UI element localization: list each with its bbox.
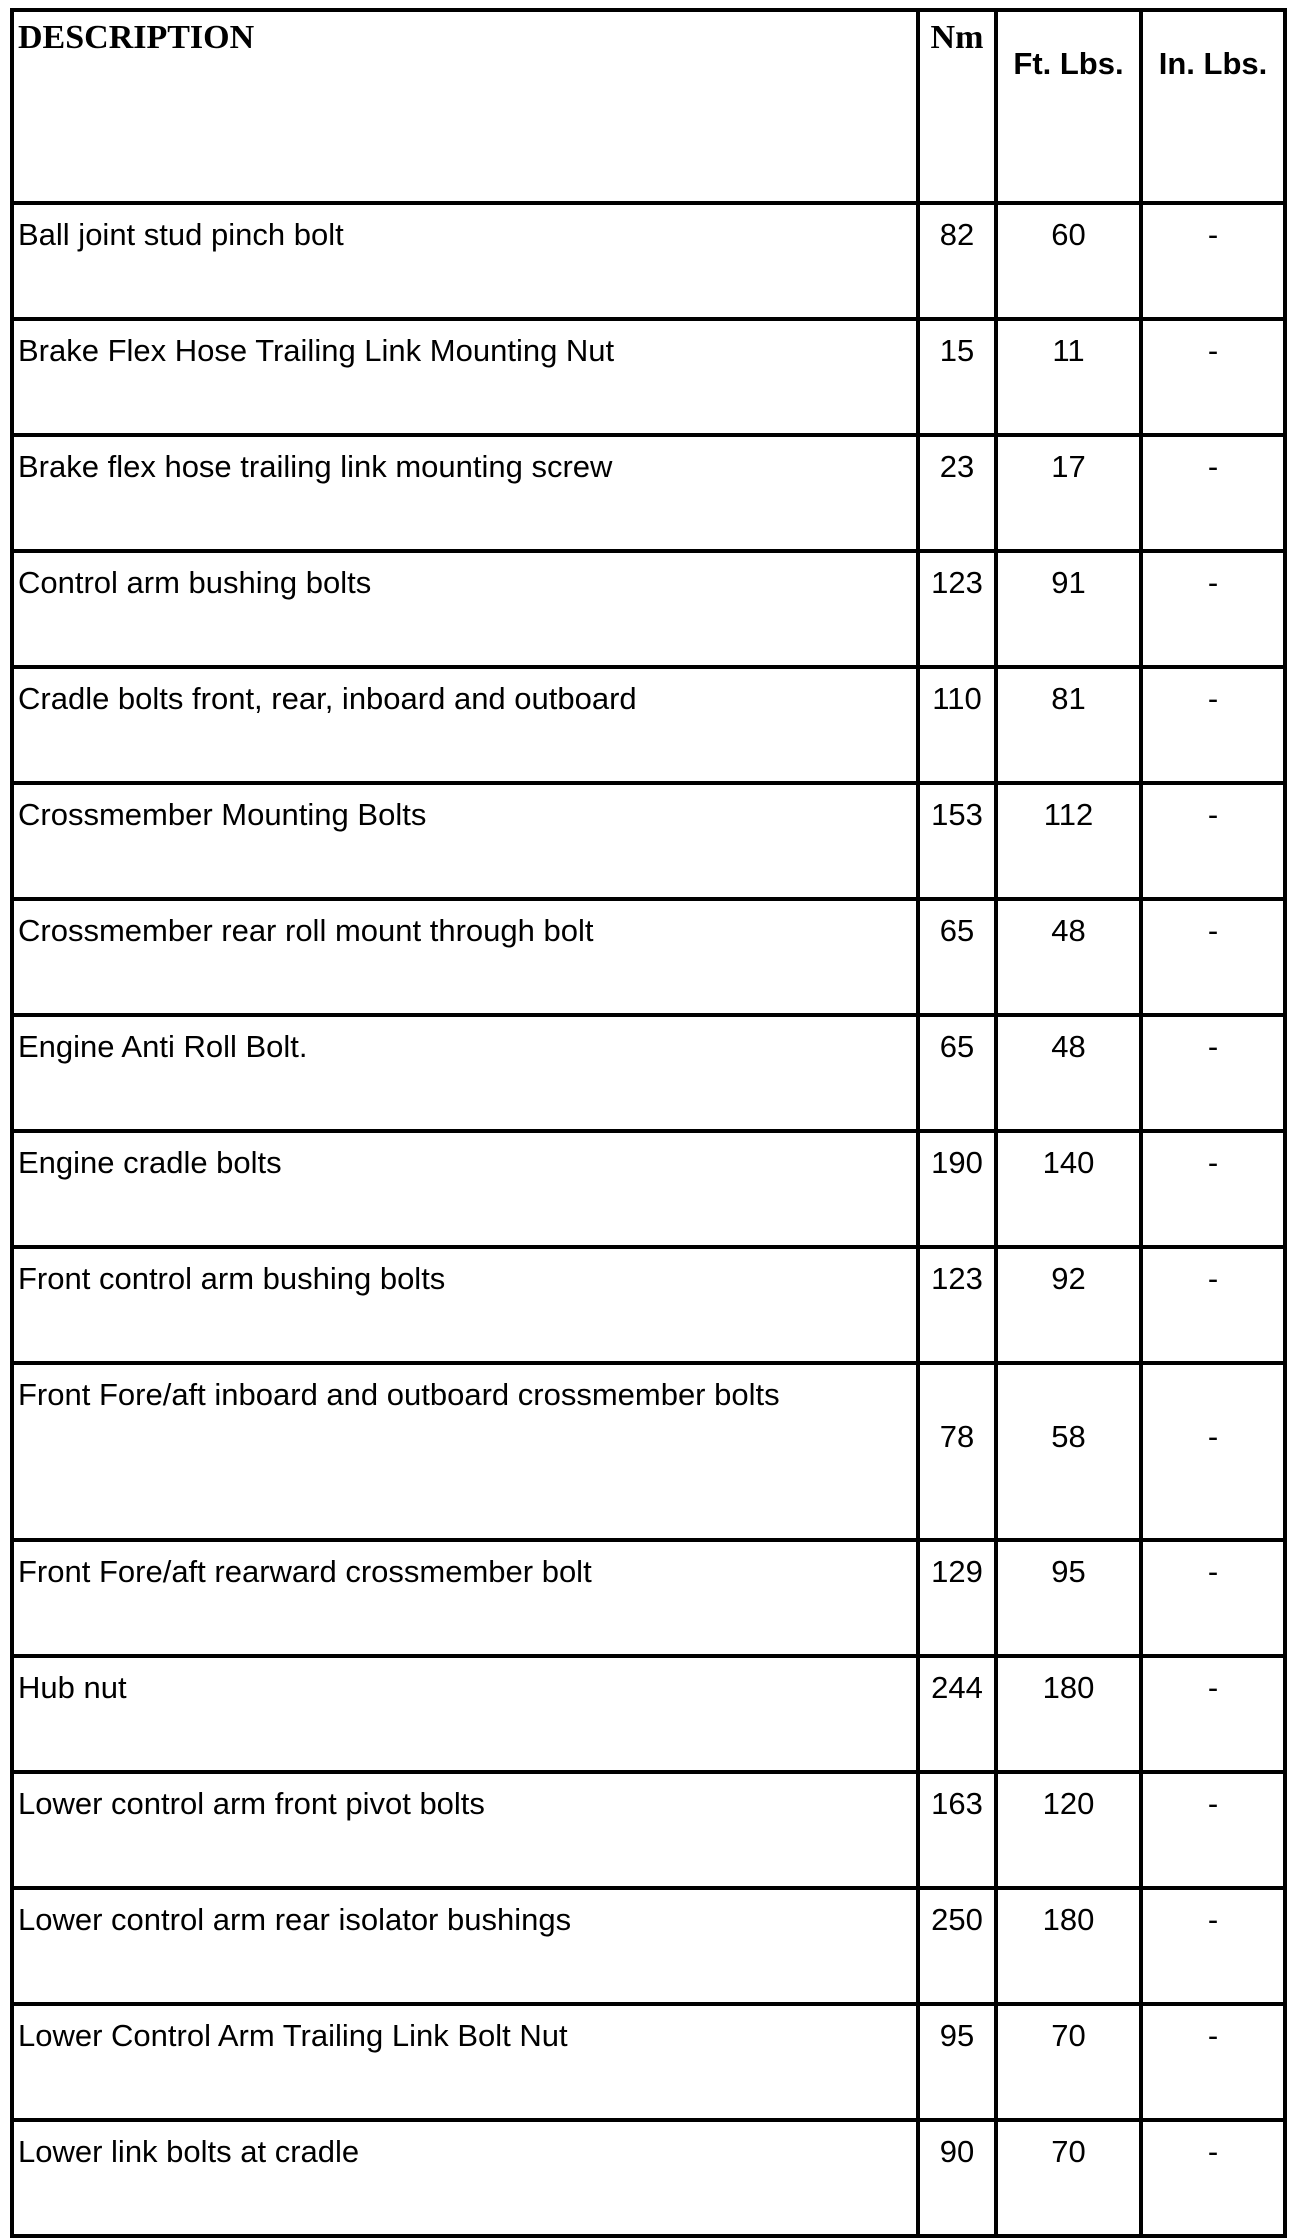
cell-nm: 123	[916, 1245, 998, 1365]
cell-ft-lbs: 70	[994, 2118, 1143, 2238]
table-row: Front Fore/aft rearward crossmember bolt…	[10, 1538, 1287, 1658]
table-row: Front control arm bushing bolts 123 92-	[10, 1245, 1287, 1365]
cell-in-lbs: -	[1139, 317, 1287, 437]
table-row: Lower link bolts at cradle 90 70-	[10, 2118, 1287, 2238]
cell-description: Front Fore/aft inboard and outboard cros…	[10, 1361, 920, 1542]
cell-in-lbs: -	[1139, 2002, 1287, 2122]
cell-description: Brake Flex Hose Trailing Link Mounting N…	[10, 317, 920, 437]
cell-nm: 250	[916, 1886, 998, 2006]
cell-description: Front control arm bushing bolts	[10, 1245, 920, 1365]
cell-nm: 190	[916, 1129, 998, 1249]
table-row: Lower control arm front pivot bolts 163 12…	[10, 1770, 1287, 1890]
cell-ft-lbs: 60	[994, 201, 1143, 321]
cell-ft-lbs: 180	[994, 1654, 1143, 1774]
cell-nm: 15	[916, 317, 998, 437]
header-nm: Nm	[916, 8, 998, 205]
cell-description: Engine cradle bolts	[10, 1129, 920, 1249]
cell-in-lbs: -	[1139, 1245, 1287, 1365]
cell-in-lbs: -	[1139, 201, 1287, 321]
cell-ft-lbs: 180	[994, 1886, 1143, 2006]
header-in-lbs: In. Lbs.	[1139, 8, 1287, 205]
table-row: Crossmember Mounting Bolts 153 112-	[10, 781, 1287, 901]
cell-in-lbs: -	[1139, 549, 1287, 669]
cell-in-lbs: -	[1139, 1654, 1287, 1774]
cell-nm: 78	[916, 1361, 998, 1542]
cell-nm: 163	[916, 1770, 998, 1890]
cell-in-lbs: -	[1139, 1770, 1287, 1890]
cell-description: Lower control arm front pivot bolts	[10, 1770, 920, 1890]
cell-ft-lbs: 81	[994, 665, 1143, 785]
cell-ft-lbs: 17	[994, 433, 1143, 553]
cell-ft-lbs: 48	[994, 897, 1143, 1017]
table-row: Ball joint stud pinch bolt 82 60-	[10, 201, 1287, 321]
header-row: DESCRIPTION Nm Ft. Lbs. In. Lbs.	[10, 8, 1287, 205]
cell-nm: 95	[916, 2002, 998, 2122]
cell-description: Lower control arm rear isolator bushings	[10, 1886, 920, 2006]
table-row: Brake Flex Hose Trailing Link Mounting N…	[10, 317, 1287, 437]
cell-in-lbs: -	[1139, 2118, 1287, 2238]
cell-in-lbs: -	[1139, 781, 1287, 901]
cell-in-lbs: -	[1139, 1886, 1287, 2006]
cell-ft-lbs: 70	[994, 2002, 1143, 2122]
cell-description: Lower link bolts at cradle	[10, 2118, 920, 2238]
cell-nm: 129	[916, 1538, 998, 1658]
cell-ft-lbs: 140	[994, 1129, 1143, 1249]
table-row: Engine Anti Roll Bolt. 65 48-	[10, 1013, 1287, 1133]
cell-ft-lbs: 11	[994, 317, 1143, 437]
cell-in-lbs: -	[1139, 1538, 1287, 1658]
cell-in-lbs: -	[1139, 897, 1287, 1017]
cell-in-lbs: -	[1139, 433, 1287, 553]
torque-spec-table: DESCRIPTION Nm Ft. Lbs. In. Lbs. Ball jo…	[10, 8, 1287, 2238]
cell-nm: 123	[916, 549, 998, 669]
cell-ft-lbs: 95	[994, 1538, 1143, 1658]
cell-nm: 65	[916, 897, 998, 1017]
table-row: Lower control arm rear isolator bushings…	[10, 1886, 1287, 2006]
cell-ft-lbs: 91	[994, 549, 1143, 669]
cell-description: Cradle bolts front, rear, inboard and ou…	[10, 665, 920, 785]
table-row: Cradle bolts front, rear, inboard and ou…	[10, 665, 1287, 785]
cell-nm: 90	[916, 2118, 998, 2238]
cell-in-lbs: -	[1139, 1361, 1287, 1542]
cell-in-lbs: -	[1139, 1013, 1287, 1133]
cell-description: Front Fore/aft rearward crossmember bolt	[10, 1538, 920, 1658]
cell-nm: 23	[916, 433, 998, 553]
cell-ft-lbs: 48	[994, 1013, 1143, 1133]
cell-description: Lower Control Arm Trailing Link Bolt Nut	[10, 2002, 920, 2122]
header-ft-lbs: Ft. Lbs.	[994, 8, 1143, 205]
cell-description: Ball joint stud pinch bolt	[10, 201, 920, 321]
table-row: Lower Control Arm Trailing Link Bolt Nut…	[10, 2002, 1287, 2122]
table-row: Brake flex hose trailing link mounting s…	[10, 433, 1287, 553]
cell-nm: 82	[916, 201, 998, 321]
cell-description: Control arm bushing bolts	[10, 549, 920, 669]
cell-description: Engine Anti Roll Bolt.	[10, 1013, 920, 1133]
table-row: Front Fore/aft inboard and outboard cros…	[10, 1361, 1287, 1542]
cell-description: Crossmember Mounting Bolts	[10, 781, 920, 901]
cell-description: Crossmember rear roll mount through bolt	[10, 897, 920, 1017]
cell-ft-lbs: 58	[994, 1361, 1143, 1542]
cell-nm: 65	[916, 1013, 998, 1133]
cell-ft-lbs: 120	[994, 1770, 1143, 1890]
cell-ft-lbs: 112	[994, 781, 1143, 901]
cell-nm: 110	[916, 665, 998, 785]
cell-nm: 153	[916, 781, 998, 901]
table-row: Hub nut 244 180-	[10, 1654, 1287, 1774]
header-description: DESCRIPTION	[10, 8, 920, 205]
cell-in-lbs: -	[1139, 1129, 1287, 1249]
cell-description: Brake flex hose trailing link mounting s…	[10, 433, 920, 553]
table-row: Control arm bushing bolts 123 91-	[10, 549, 1287, 669]
cell-nm: 244	[916, 1654, 998, 1774]
cell-in-lbs: -	[1139, 665, 1287, 785]
table-row: Engine cradle bolts 190 140-	[10, 1129, 1287, 1249]
cell-description: Hub nut	[10, 1654, 920, 1774]
cell-ft-lbs: 92	[994, 1245, 1143, 1365]
table-row: Crossmember rear roll mount through bolt…	[10, 897, 1287, 1017]
